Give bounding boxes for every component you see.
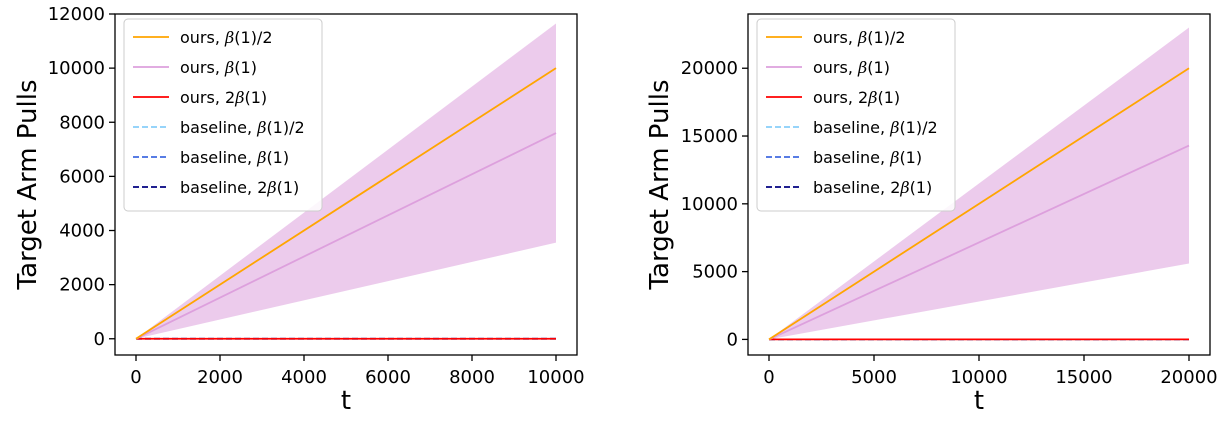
series-line-2 <box>135 132 557 340</box>
legend-box <box>123 18 323 212</box>
legend-label: ours, β(1) <box>813 58 890 77</box>
y-tick-label: 8000 <box>59 112 105 133</box>
x-tick-label: 10000 <box>527 367 584 388</box>
y-tick-label: 2000 <box>59 275 105 296</box>
legend: ours, β(1)/2 ours, β(1) ours, 2β(1) baselin… <box>123 18 323 212</box>
legend-label: ours, β(1)/2 <box>813 28 906 47</box>
y-tick-label: 0 <box>94 329 105 350</box>
x-tick-label: 10000 <box>950 367 1007 388</box>
series-line-1 <box>135 67 557 340</box>
x-tick-label: 20000 <box>1160 367 1217 388</box>
legend-box <box>756 18 956 212</box>
x-tick-label: 0 <box>130 367 141 388</box>
legend-label: baseline, β(1)/2 <box>813 118 938 137</box>
y-tick-label: 6000 <box>59 166 105 187</box>
legend-label: ours, β(1) <box>180 58 257 77</box>
y-tick-label: 12000 <box>48 4 105 25</box>
y-tick-label: 15000 <box>681 126 738 147</box>
plot-area <box>768 27 1190 341</box>
x-tick-label: 4000 <box>281 367 327 388</box>
x-axis-label: t <box>974 386 984 416</box>
legend-label: baseline, β(1) <box>180 148 289 167</box>
plot-area <box>135 23 557 340</box>
x-tick-label: 2000 <box>197 367 243 388</box>
confidence-band <box>136 23 556 339</box>
legend-label: baseline, β(1)/2 <box>180 118 305 137</box>
x-axis-label: t <box>341 386 351 416</box>
legend-label: ours, β(1)/2 <box>180 28 273 47</box>
x-tick-label: 15000 <box>1055 367 1112 388</box>
y-tick-label: 10000 <box>681 194 738 215</box>
y-tick-label: 10000 <box>48 58 105 79</box>
y-axis-label: Target Arm Pulls <box>645 79 675 290</box>
chart-panel-1: 0 2000 4000 6000 8000 10000 0 2000 4000 6000 8000 1… <box>13 4 585 416</box>
legend-label: ours, 2β(1) <box>813 88 900 107</box>
x-tick-label: 8000 <box>449 367 495 388</box>
y-axis-label: Target Arm Pulls <box>13 79 43 290</box>
legend-label: baseline, 2β(1) <box>180 178 299 197</box>
legend: ours, β(1)/2 ours, β(1) ours, 2β(1) baselin… <box>756 18 956 212</box>
x-tick-label: 0 <box>763 367 774 388</box>
confidence-band <box>769 27 1189 340</box>
legend-label: baseline, 2β(1) <box>813 178 932 197</box>
y-tick-label: 0 <box>727 329 738 350</box>
y-tick-label: 20000 <box>681 58 738 79</box>
x-tick-label: 5000 <box>851 367 897 388</box>
series-line-2 <box>768 144 1190 341</box>
axes-frame <box>114 13 578 356</box>
chart-panel-2: 0 5000 10000 15000 20000 0 5000 10000 15000 20000… <box>645 13 1218 416</box>
y-tick-label: 4000 <box>59 221 105 242</box>
x-tick-label: 6000 <box>365 367 411 388</box>
series-line-1 <box>768 67 1190 341</box>
legend-label: baseline, β(1) <box>813 148 922 167</box>
y-tick-label: 5000 <box>692 262 738 283</box>
legend-label: ours, 2β(1) <box>180 88 267 107</box>
